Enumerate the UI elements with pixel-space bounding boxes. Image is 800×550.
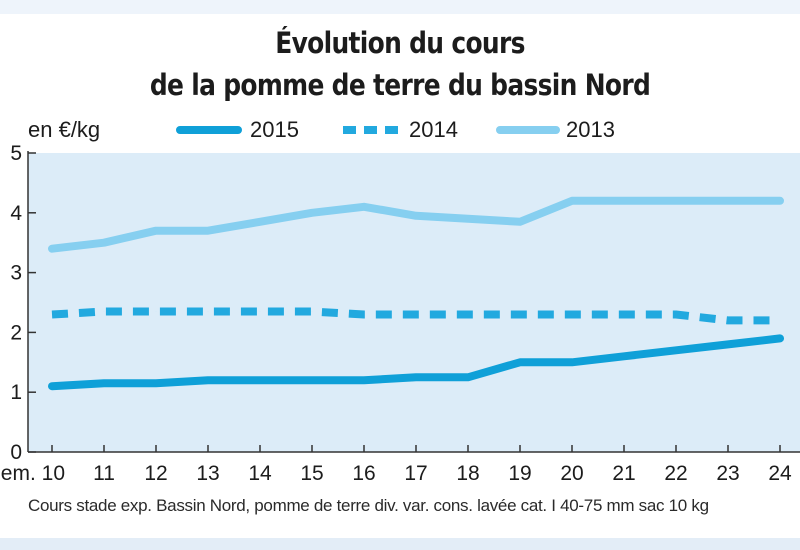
source-caption: Cours stade exp. Bassin Nord, pomme de t… xyxy=(28,496,709,515)
legend-label-2014: 2014 xyxy=(409,117,458,142)
top-band xyxy=(0,0,800,14)
x-tick-label: 15 xyxy=(300,462,323,485)
x-tick-label: 18 xyxy=(456,462,479,485)
y-tick-label: 0 xyxy=(10,441,22,464)
y-tick-label: 1 xyxy=(10,381,22,404)
x-tick-label: 24 xyxy=(768,462,792,485)
x-tick-label: 11 xyxy=(93,462,115,485)
series-layer xyxy=(48,196,784,391)
x-tick-label: 14 xyxy=(248,462,272,485)
x-tick-label: sem. 10 xyxy=(0,462,65,485)
y-axis-unit-label: en €/kg xyxy=(28,117,101,142)
chart-title-line-1: Évolution du cours xyxy=(275,26,525,60)
y-tick-label: 4 xyxy=(10,202,22,225)
axes: 012345sem. 10111213141516171819202122232… xyxy=(0,142,800,485)
x-tick-label: 17 xyxy=(404,462,427,485)
x-tick-label: 13 xyxy=(196,462,219,485)
y-tick-label: 2 xyxy=(10,321,22,344)
x-tick-label: 22 xyxy=(664,462,687,485)
legend-label-2015: 2015 xyxy=(250,117,299,142)
y-tick-label: 5 xyxy=(10,142,22,165)
x-tick-label: 19 xyxy=(508,462,531,485)
y-tick-label: 3 xyxy=(10,262,22,285)
x-tick-label: 21 xyxy=(612,462,635,485)
bottom-band xyxy=(0,538,800,550)
chart-title-line-2: de la pomme de terre du bassin Nord xyxy=(149,68,651,102)
x-tick-label: 23 xyxy=(716,462,739,485)
legend-label-2013: 2013 xyxy=(566,117,615,142)
x-tick-label: 20 xyxy=(560,462,583,485)
x-tick-label: 12 xyxy=(144,462,167,485)
x-tick-label: 16 xyxy=(352,462,375,485)
